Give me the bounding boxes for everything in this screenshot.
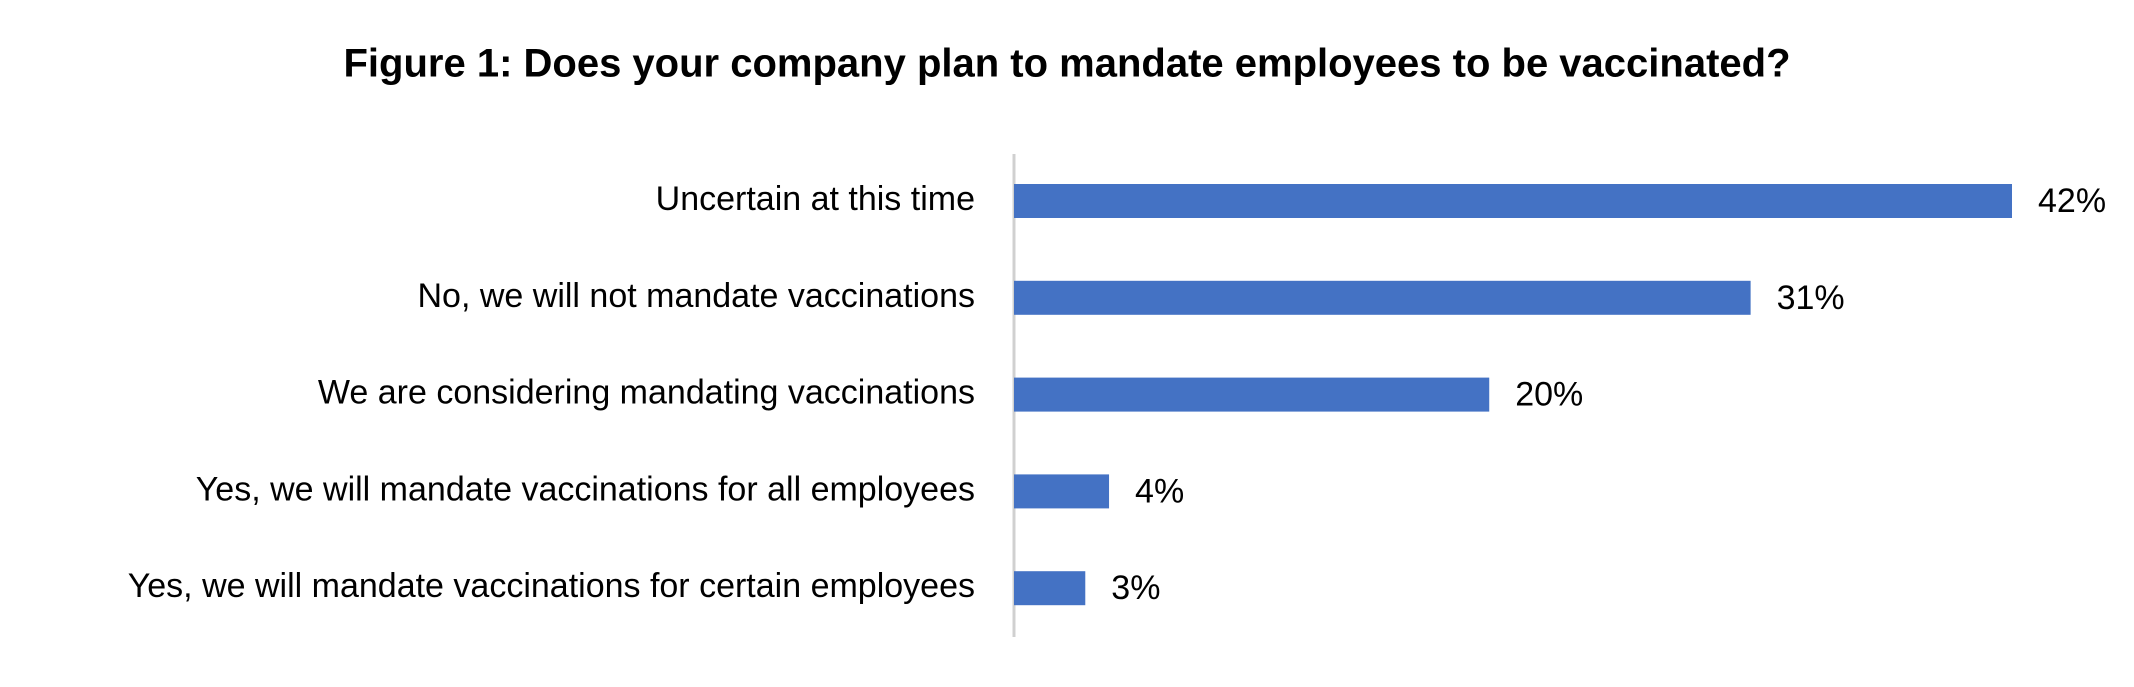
category-label: We are considering mandating vaccination… xyxy=(318,374,975,412)
value-label: 3% xyxy=(1111,569,1160,607)
category-label: Uncertain at this time xyxy=(656,180,975,218)
bar xyxy=(1014,280,1751,315)
bar xyxy=(1014,474,1110,509)
category-label: Yes, we will mandate vaccinations for al… xyxy=(196,470,975,508)
bar xyxy=(1014,571,1086,606)
chart-title: Figure 1: Does your company plan to mand… xyxy=(343,42,1790,86)
category-label: Yes, we will mandate vaccinations for ce… xyxy=(128,567,975,605)
bar xyxy=(1014,377,1490,412)
category-label: No, we will not mandate vaccinations xyxy=(418,277,976,315)
bar xyxy=(1014,184,2012,218)
value-label: 42% xyxy=(2038,182,2106,220)
value-label: 31% xyxy=(1777,279,1845,317)
value-label: 4% xyxy=(1135,472,1184,510)
value-label: 20% xyxy=(1515,376,1583,414)
